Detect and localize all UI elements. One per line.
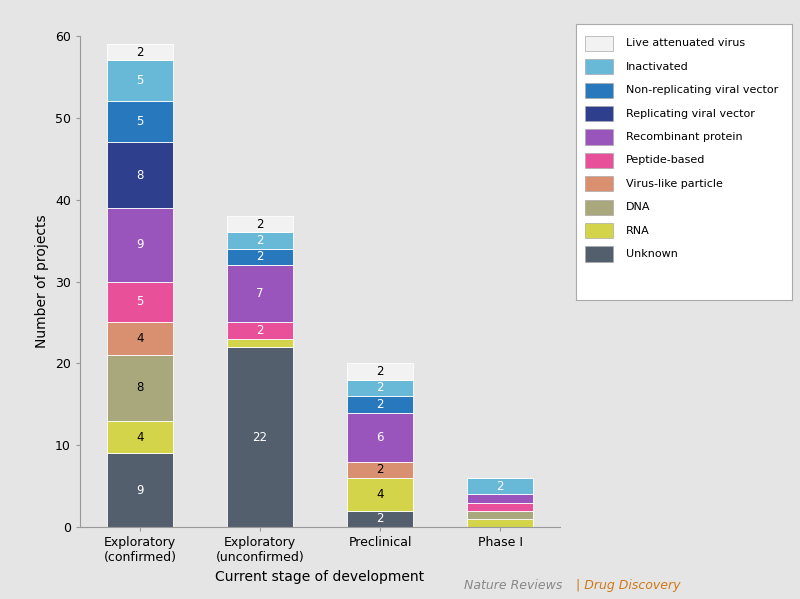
Bar bbox=[347, 364, 413, 380]
Bar bbox=[347, 478, 413, 511]
Text: 6: 6 bbox=[376, 431, 384, 444]
FancyBboxPatch shape bbox=[585, 223, 613, 238]
Text: Unknown: Unknown bbox=[626, 249, 678, 259]
Bar bbox=[107, 44, 173, 60]
Bar bbox=[227, 232, 293, 249]
Bar bbox=[467, 478, 533, 494]
FancyBboxPatch shape bbox=[585, 199, 613, 215]
Y-axis label: Number of projects: Number of projects bbox=[35, 214, 50, 349]
Bar bbox=[347, 413, 413, 462]
Text: 4: 4 bbox=[136, 332, 144, 346]
Text: 9: 9 bbox=[136, 238, 144, 251]
Text: 8: 8 bbox=[136, 168, 144, 181]
Text: 7: 7 bbox=[256, 288, 264, 300]
X-axis label: Current stage of development: Current stage of development bbox=[215, 570, 425, 583]
FancyBboxPatch shape bbox=[585, 83, 613, 98]
Bar bbox=[107, 420, 173, 453]
Bar bbox=[107, 143, 173, 208]
Text: 2: 2 bbox=[376, 398, 384, 411]
Text: 2: 2 bbox=[256, 217, 264, 231]
Text: Inactivated: Inactivated bbox=[626, 62, 689, 72]
Bar bbox=[107, 208, 173, 282]
Bar bbox=[347, 380, 413, 396]
FancyBboxPatch shape bbox=[585, 246, 613, 262]
Text: Live attenuated virus: Live attenuated virus bbox=[626, 38, 745, 49]
Bar bbox=[227, 347, 293, 527]
Text: 2: 2 bbox=[136, 46, 144, 59]
Bar bbox=[227, 322, 293, 339]
Bar bbox=[347, 396, 413, 413]
Bar bbox=[467, 511, 533, 519]
Bar bbox=[347, 511, 413, 527]
Text: 4: 4 bbox=[136, 431, 144, 444]
Text: 5: 5 bbox=[136, 74, 144, 87]
FancyBboxPatch shape bbox=[585, 176, 613, 191]
FancyBboxPatch shape bbox=[585, 36, 613, 51]
Text: 8: 8 bbox=[136, 382, 144, 395]
Text: 4: 4 bbox=[376, 488, 384, 501]
FancyBboxPatch shape bbox=[585, 106, 613, 121]
Text: Peptide-based: Peptide-based bbox=[626, 155, 705, 165]
Text: 2: 2 bbox=[256, 250, 264, 264]
Bar bbox=[107, 453, 173, 527]
Bar bbox=[347, 462, 413, 478]
Bar bbox=[467, 494, 533, 503]
Bar bbox=[227, 249, 293, 265]
Text: 5: 5 bbox=[136, 116, 144, 128]
Text: 2: 2 bbox=[376, 365, 384, 378]
Bar bbox=[467, 519, 533, 527]
Text: 2: 2 bbox=[256, 324, 264, 337]
Text: 22: 22 bbox=[253, 431, 267, 444]
Bar bbox=[107, 322, 173, 355]
Text: 2: 2 bbox=[376, 512, 384, 525]
Text: DNA: DNA bbox=[626, 202, 650, 212]
Bar bbox=[227, 265, 293, 322]
Text: Non-replicating viral vector: Non-replicating viral vector bbox=[626, 85, 778, 95]
Text: Recombinant protein: Recombinant protein bbox=[626, 132, 742, 142]
Bar bbox=[467, 503, 533, 511]
Text: 2: 2 bbox=[256, 234, 264, 247]
Text: RNA: RNA bbox=[626, 226, 650, 235]
Bar bbox=[107, 355, 173, 420]
Text: 2: 2 bbox=[376, 463, 384, 476]
Bar bbox=[107, 101, 173, 143]
Text: 9: 9 bbox=[136, 484, 144, 497]
Text: 5: 5 bbox=[136, 295, 144, 308]
Text: 2: 2 bbox=[376, 382, 384, 395]
FancyBboxPatch shape bbox=[585, 59, 613, 74]
Bar bbox=[107, 282, 173, 322]
Text: | Drug Discovery: | Drug Discovery bbox=[572, 579, 681, 592]
Bar bbox=[227, 216, 293, 232]
Text: Nature Reviews: Nature Reviews bbox=[464, 579, 562, 592]
FancyBboxPatch shape bbox=[585, 153, 613, 168]
Bar bbox=[227, 339, 293, 347]
FancyBboxPatch shape bbox=[585, 129, 613, 144]
Text: Virus-like particle: Virus-like particle bbox=[626, 179, 722, 189]
Text: 2: 2 bbox=[496, 480, 504, 493]
Bar bbox=[107, 60, 173, 101]
Text: Replicating viral vector: Replicating viral vector bbox=[626, 108, 754, 119]
